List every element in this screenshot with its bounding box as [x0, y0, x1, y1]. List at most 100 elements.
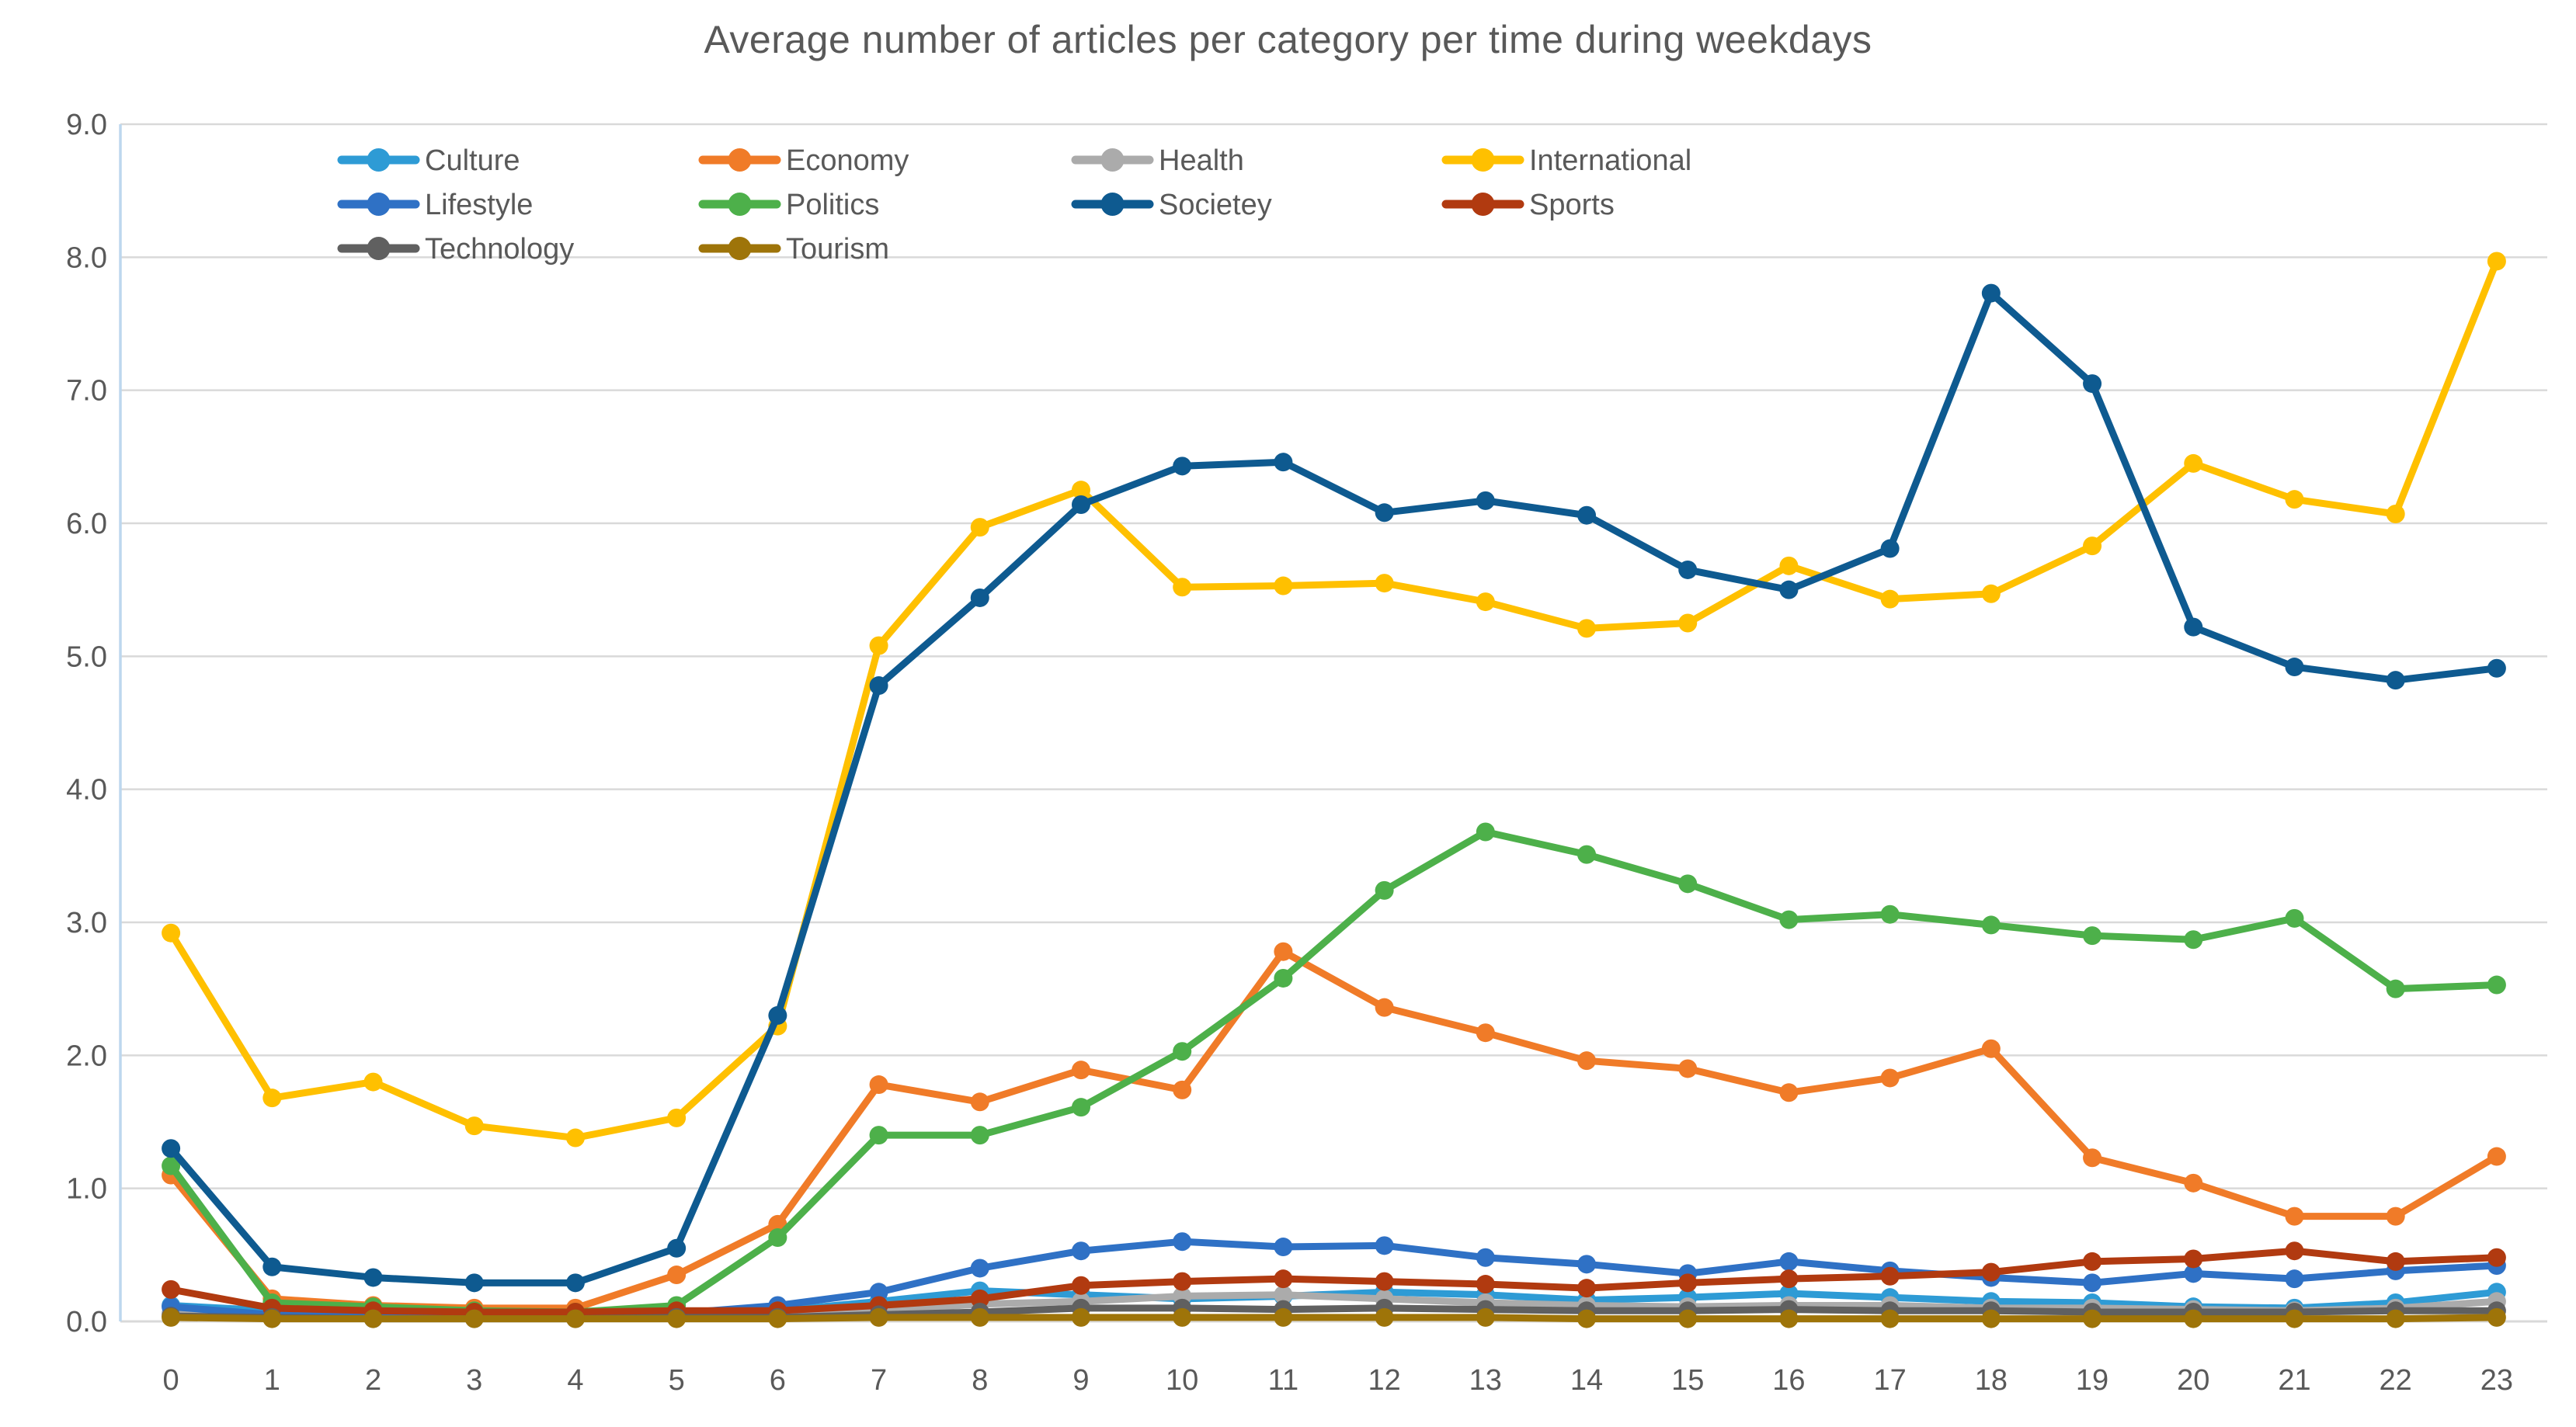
series-marker-tourism — [768, 1309, 787, 1328]
series-marker-societey — [2386, 671, 2405, 690]
series-marker-politics — [1880, 904, 1900, 924]
x-tick-label: 2 — [365, 1364, 381, 1397]
series-marker-societey — [1274, 453, 1293, 472]
legend-marker-health-icon — [1100, 148, 1125, 172]
series-line-societey — [167, 290, 2501, 1286]
legend-label-lifestyle: Lifestyle — [425, 189, 533, 221]
y-tick-label: 0.0 — [66, 1306, 107, 1338]
series-marker-sports — [1274, 1269, 1293, 1289]
legend-label-technology: Technology — [425, 233, 574, 266]
series-marker-tourism — [162, 1307, 181, 1327]
series-line-politics — [167, 828, 2501, 1316]
series-marker-politics — [2386, 979, 2405, 998]
x-tick-label: 16 — [1772, 1364, 1805, 1397]
series-marker-sports — [2285, 1241, 2304, 1261]
series-marker-tourism — [667, 1309, 687, 1328]
chart-title: Average number of articles per category … — [704, 18, 1872, 61]
series-line-international — [167, 257, 2501, 1142]
series-marker-tourism — [2184, 1309, 2203, 1328]
series-marker-international — [1173, 578, 1192, 597]
series-marker-tourism — [464, 1309, 484, 1328]
series-marker-lifestyle — [1173, 1232, 1192, 1252]
series-marker-societey — [162, 1139, 181, 1158]
series-marker-politics — [1678, 874, 1698, 894]
series-marker-societey — [1779, 580, 1799, 599]
series-marker-politics — [162, 1156, 181, 1175]
series-marker-politics — [1476, 822, 1495, 842]
series-marker-politics — [970, 1126, 989, 1145]
x-tick-label: 21 — [2278, 1364, 2310, 1397]
y-tick-label: 4.0 — [66, 774, 107, 807]
series-marker-tourism — [1981, 1309, 2001, 1328]
series-marker-politics — [869, 1126, 888, 1145]
x-tick-label: 9 — [1072, 1364, 1089, 1397]
series-marker-sports — [2083, 1252, 2102, 1271]
series-marker-international — [970, 518, 989, 537]
series-marker-lifestyle — [1476, 1248, 1495, 1267]
series-marker-tourism — [2386, 1309, 2405, 1328]
series-marker-international — [464, 1116, 484, 1136]
series-marker-lifestyle — [1779, 1252, 1799, 1271]
y-tick-label: 6.0 — [66, 508, 107, 540]
series-marker-international — [667, 1108, 687, 1127]
x-tick-label: 6 — [770, 1364, 786, 1397]
series-marker-tourism — [1779, 1309, 1799, 1328]
series-marker-politics — [1577, 845, 1597, 864]
series-marker-economy — [2083, 1148, 2102, 1168]
series-marker-societey — [869, 676, 888, 696]
series-marker-societey — [1981, 283, 2001, 303]
series-marker-international — [1577, 619, 1597, 638]
series-marker-economy — [667, 1266, 687, 1285]
legend-marker-economy-icon — [728, 148, 752, 172]
series-marker-politics — [2487, 975, 2506, 995]
series-marker-societey — [565, 1273, 585, 1293]
x-tick-label: 11 — [1268, 1364, 1298, 1397]
series-marker-international — [1071, 481, 1090, 500]
series-marker-economy — [869, 1075, 888, 1095]
series-marker-tourism — [970, 1307, 989, 1327]
series-line-sports — [167, 1247, 2501, 1316]
x-tick-label: 0 — [163, 1364, 179, 1397]
series-marker-lifestyle — [869, 1283, 888, 1302]
legend-label-tourism: Tourism — [786, 233, 889, 266]
y-tick-label: 3.0 — [66, 907, 107, 939]
series-marker-international — [1274, 576, 1293, 595]
series-marker-international — [2285, 490, 2304, 509]
series-marker-societey — [667, 1238, 687, 1258]
series-marker-tourism — [1071, 1307, 1090, 1327]
series-marker-international — [565, 1128, 585, 1148]
series-marker-societey — [1476, 491, 1495, 510]
series-marker-politics — [1779, 910, 1799, 929]
series-marker-tourism — [869, 1307, 888, 1327]
series-marker-politics — [2285, 908, 2304, 928]
series-marker-economy — [1678, 1059, 1698, 1078]
series-marker-international — [1981, 584, 2001, 603]
series-marker-economy — [2386, 1207, 2405, 1226]
series-marker-tourism — [2083, 1309, 2102, 1328]
series-marker-economy — [2285, 1207, 2304, 1226]
series-marker-sports — [2487, 1248, 2506, 1267]
series-marker-health — [1274, 1285, 1293, 1304]
y-tick-label: 9.0 — [66, 109, 107, 141]
series-marker-politics — [1071, 1098, 1090, 1117]
x-tick-label: 5 — [669, 1364, 685, 1397]
legend-label-sports: Sports — [1529, 189, 1615, 221]
series-marker-economy — [1779, 1083, 1799, 1102]
series-marker-economy — [1981, 1039, 2001, 1058]
series-marker-politics — [2184, 930, 2203, 950]
x-tick-label: 4 — [567, 1364, 583, 1397]
series-marker-lifestyle — [1375, 1236, 1394, 1255]
series-marker-societey — [2487, 658, 2506, 678]
series-marker-sports — [1779, 1269, 1799, 1289]
series-marker-tourism — [1476, 1307, 1495, 1327]
series-marker-sports — [1981, 1262, 2001, 1282]
series-marker-societey — [970, 588, 989, 607]
series-marker-economy — [2487, 1147, 2506, 1166]
x-tick-label: 19 — [2076, 1364, 2108, 1397]
series-marker-international — [1678, 613, 1698, 633]
series-marker-societey — [464, 1273, 484, 1293]
series-marker-sports — [1375, 1272, 1394, 1291]
series-marker-international — [869, 636, 888, 655]
legend-marker-lifestyle-icon — [367, 193, 391, 216]
